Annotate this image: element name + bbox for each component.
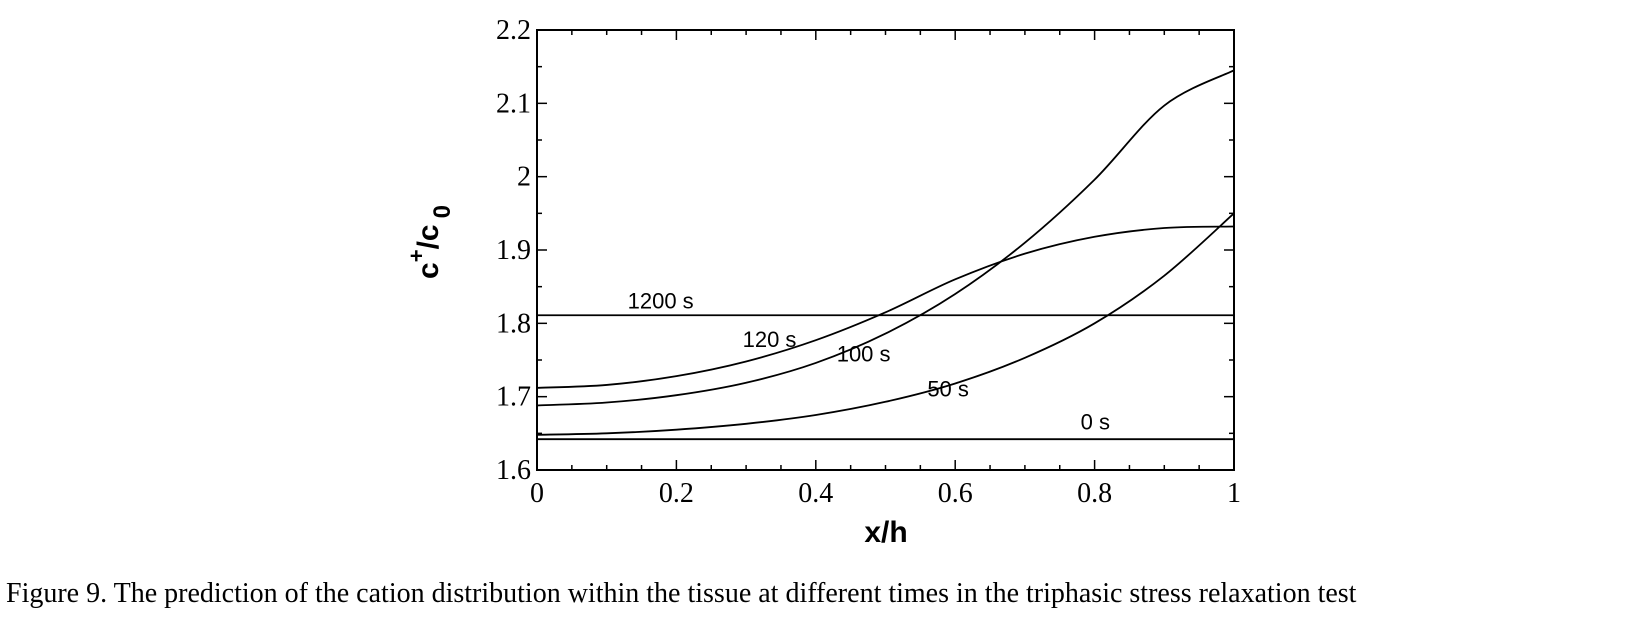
x-axis-title: x/h xyxy=(864,516,907,549)
y-axis-title-sup: + xyxy=(404,249,429,262)
x-tick-label: 0 xyxy=(530,478,544,509)
x-tick-label: 0.2 xyxy=(659,478,694,509)
x-tick-label: 1 xyxy=(1227,478,1241,509)
x-tick-label: 0.6 xyxy=(938,478,973,509)
x-tick-label: 0.4 xyxy=(798,478,833,509)
curve-label-0-s: 0 s xyxy=(1081,410,1110,435)
plot-frame xyxy=(536,29,1235,471)
tick-marks xyxy=(536,29,1235,471)
tick-labels: 0 0.2 0.4 0.6 0.8 1 1.6 1.7 1.8 1.9 2 2.1 2.2 xyxy=(496,15,1241,509)
y-axis-title: c+/c 0 xyxy=(404,205,456,279)
y-tick-label: 2 xyxy=(517,162,531,193)
curve-120-s xyxy=(536,225,1235,389)
curve-label-100-s: 100 s xyxy=(837,341,891,366)
x-tick-label: 0.8 xyxy=(1077,478,1112,509)
y-tick-label: 1.9 xyxy=(496,235,531,266)
curve-label-120-s: 120 s xyxy=(743,327,797,352)
y-tick-label: 1.6 xyxy=(496,455,531,486)
y-tick-label: 1.7 xyxy=(496,382,531,413)
curve-label-1200-s: 1200 s xyxy=(628,289,694,314)
curve-labels: 0 s 50 s 100 s 120 s 1200 s xyxy=(628,289,1110,435)
chart: 0 0.2 0.4 0.6 0.8 1 1.6 1.7 1.8 1.9 2 2.1 2.2 0 s 50 … xyxy=(404,15,1241,549)
y-axis-title-sub: 0 xyxy=(429,205,456,218)
curve-100-s xyxy=(536,69,1235,407)
curves xyxy=(536,69,1235,441)
y-tick-label: 2.2 xyxy=(496,15,531,46)
y-tick-label: 1.8 xyxy=(496,308,531,339)
y-tick-label: 2.1 xyxy=(496,88,531,119)
figure-caption: Figure 9. The prediction of the cation d… xyxy=(6,578,1357,609)
y-axis-title-base: c xyxy=(412,262,445,279)
y-axis-title-sep: /c xyxy=(412,224,445,249)
curve-50-s xyxy=(536,212,1235,436)
curve-label-50-s: 50 s xyxy=(927,377,969,402)
